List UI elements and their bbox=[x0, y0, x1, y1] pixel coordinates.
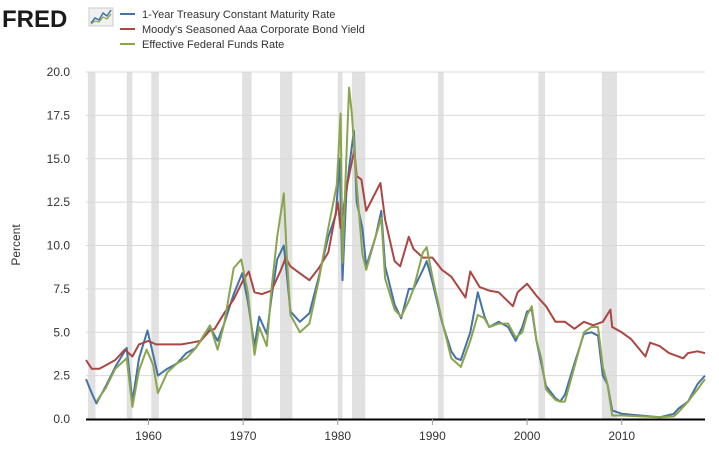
gridlines bbox=[86, 71, 705, 377]
logo-graph-icon bbox=[88, 7, 114, 27]
y-tick-label: 20.0 bbox=[47, 65, 71, 79]
legend-label-0: 1-Year Treasury Constant Maturity Rate bbox=[142, 9, 335, 21]
axes: 0.0 2.5 5.0 7.5 10.0 12.5 15.0 17.5 20.0 1960 1970… bbox=[47, 65, 705, 443]
series-line-2 bbox=[95, 86, 706, 419]
legend: 1-Year Treasury Constant Maturity Rate Mo… bbox=[120, 9, 365, 51]
x-tick-label: 1960 bbox=[135, 429, 162, 443]
y-tick-label: 10.0 bbox=[47, 239, 71, 253]
y-tick-label: 2.5 bbox=[53, 369, 70, 383]
series-lines bbox=[85, 86, 706, 419]
x-tick-label: 1990 bbox=[419, 429, 446, 443]
x-tick-label: 2000 bbox=[514, 429, 541, 443]
x-tick-label: 1980 bbox=[324, 429, 351, 443]
brand-name: FRED bbox=[2, 6, 67, 33]
y-tick-label: 7.5 bbox=[53, 282, 70, 296]
legend-label-2: Effective Federal Funds Rate bbox=[142, 39, 284, 51]
y-tick-label: 12.5 bbox=[47, 195, 71, 209]
x-tick-label: 2010 bbox=[608, 429, 635, 443]
y-tick-label: 17.5 bbox=[47, 108, 71, 122]
fred-logo: FRED bbox=[2, 6, 114, 33]
y-tick-label: 0.0 bbox=[53, 412, 70, 426]
y-axis-title: Percent bbox=[9, 224, 23, 266]
y-tick-label: 5.0 bbox=[53, 325, 70, 339]
series-line-1 bbox=[85, 149, 706, 370]
y-tick-label: 15.0 bbox=[47, 152, 71, 166]
legend-label-1: Moody's Seasoned Aaa Corporate Bond Yiel… bbox=[142, 24, 365, 36]
x-tick-label: 1970 bbox=[230, 429, 257, 443]
